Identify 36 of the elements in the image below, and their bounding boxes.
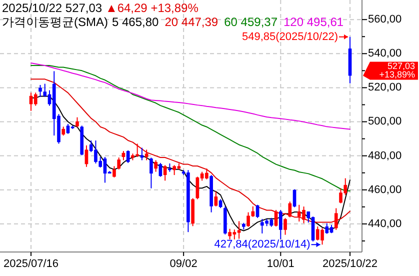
x-tick-label: 09/02 xyxy=(170,258,198,270)
chart-title: 2025/10/22 527,03 ▲64,29 +13,89% xyxy=(2,1,199,15)
y-tick-label: 480,00 xyxy=(368,150,402,162)
candlestick xyxy=(154,160,158,172)
candlestick xyxy=(112,166,116,178)
x-tick-label: 2025/10/22 xyxy=(322,258,378,270)
legend: 가격이동평균(SMA) 5 465,80 20 447,39 60 459,37 120 495,61 xyxy=(2,15,344,29)
y-tick-label: 500,00 xyxy=(368,116,402,128)
candlestick xyxy=(84,144,88,168)
candlestick xyxy=(237,220,241,240)
candlestick xyxy=(158,162,162,178)
candlestick xyxy=(278,209,282,240)
candlestick xyxy=(256,204,260,218)
x-tick-label: 10/01 xyxy=(266,258,294,270)
candlestick xyxy=(144,149,148,161)
candlestick xyxy=(38,84,42,98)
y-tick-label: 460,00 xyxy=(368,184,402,196)
candlestick xyxy=(274,209,278,227)
price-box: 527,03 +13,89% xyxy=(363,61,418,80)
annotation: 427,84(2025/10/14) xyxy=(214,238,310,251)
annotation: 549,85(2025/10/22) xyxy=(242,30,338,43)
y-tick-label: 520,00 xyxy=(368,82,402,94)
candlestick xyxy=(288,201,292,218)
x-tick-label: 2025/07/16 xyxy=(3,258,59,270)
candlestick xyxy=(334,208,338,230)
candlestick xyxy=(126,150,130,164)
y-tick-label: 560,00 xyxy=(368,14,402,26)
candlestick xyxy=(34,92,38,106)
candlestick xyxy=(76,116,79,128)
candlestick xyxy=(163,164,167,182)
candlestick xyxy=(117,157,121,170)
candlestick xyxy=(150,157,153,189)
y-tick-label: 440,00 xyxy=(368,218,402,230)
candlestick xyxy=(284,218,287,236)
candlestick xyxy=(325,222,329,234)
y-tick-label: 540,00 xyxy=(368,48,402,60)
